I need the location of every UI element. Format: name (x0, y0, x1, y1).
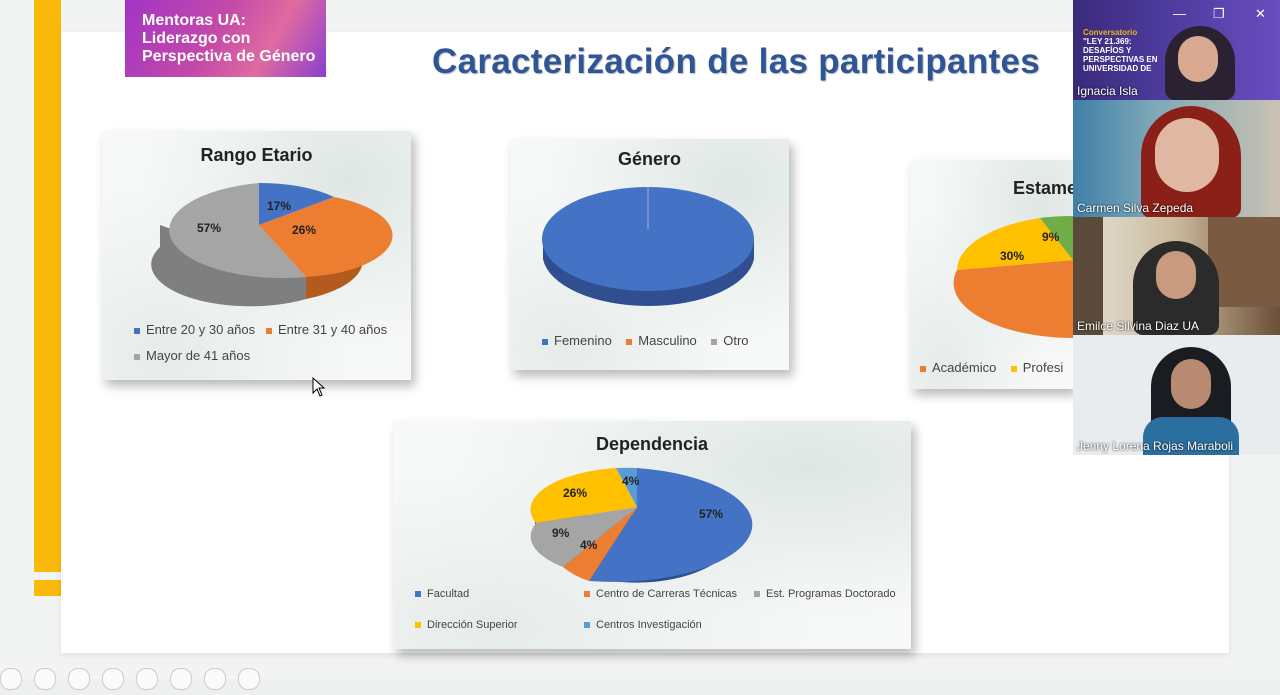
pct-label: 17% (267, 199, 292, 213)
legend-item: Entre 31 y 40 años (277, 322, 388, 337)
chart-title: Dependencia (595, 434, 709, 454)
pie-slice-green (1040, 215, 1073, 260)
pct-label: 57% (699, 507, 724, 521)
toolbar-button[interactable] (204, 668, 226, 690)
pie-chart-genero (542, 187, 754, 306)
toolbar-button[interactable] (102, 668, 124, 690)
pct-label: 9% (552, 526, 570, 540)
legend-item: Dirección Superior (427, 619, 518, 631)
legend-item: Académico (932, 360, 997, 375)
video-participants-panel: Conversatorio "LEY 21.369: DESAFÍOS Y PE… (1073, 0, 1280, 455)
chart-card-rango-etario: Rango Etario 17% 26% 57% Entre 20 y 30 a… (102, 131, 411, 380)
video-tile[interactable]: Emilce Silvina Diaz UA (1073, 217, 1280, 335)
legend-item: Centros Investigación (596, 619, 702, 631)
pct-label: 26% (292, 223, 317, 237)
person-face (1178, 36, 1218, 82)
chart-title: Rango Etario (200, 145, 313, 165)
chart-legend: Centro de Carreras Técnicas (584, 588, 737, 600)
restore-icon[interactable]: ❐ (1213, 6, 1225, 21)
chart-legend: Femenino Masculino Otro (542, 333, 749, 348)
banner-line: UNIVERSIDAD DE (1083, 64, 1152, 73)
participant-name: Carmen Silva Zepeda (1077, 201, 1194, 215)
slide-accent-bar (34, 0, 61, 572)
chart-card-estamento: Estame 9% 30% Académico Profesi (910, 160, 1073, 389)
legend-item: Masculino (638, 333, 697, 348)
banner-line: "LEY 21.369: (1083, 37, 1132, 46)
conversatorio-banner: Conversatorio "LEY 21.369: DESAFÍOS Y PE… (1083, 28, 1158, 73)
chart-card-genero: Género Femenino Masculino Otro (510, 139, 789, 370)
bookshelf (1208, 217, 1280, 307)
pct-label: 4% (580, 538, 598, 552)
pct-label: 4% (622, 474, 640, 488)
chart-card-dependencia: Dependencia 57% 4% 9% 26% 4% Facultad Ce… (393, 421, 911, 649)
pie-chart-estamento (953, 215, 1073, 338)
toolbar-button[interactable] (136, 668, 158, 690)
pct-label: 57% (197, 221, 222, 235)
mouse-cursor-icon (312, 377, 326, 397)
legend-item: Est. Programas Doctorado (766, 588, 896, 600)
slide-title: Caracterización de las participantes (432, 42, 1040, 81)
video-tile[interactable]: Carmen Silva Zepeda (1073, 100, 1280, 217)
legend-item: Facultad (427, 588, 470, 600)
person-face (1171, 359, 1211, 409)
pie-slice-yellow (957, 218, 1073, 270)
chart-legend: Académico Profesi (920, 360, 1063, 375)
banner-line: PERSPECTIVAS EN (1083, 55, 1158, 64)
pie-slice-yellow (530, 468, 637, 523)
legend-item: Mayor de 41 años (146, 348, 251, 363)
legend-item: Entre 20 y 30 años (146, 322, 256, 337)
chart-title: Estame (1013, 178, 1073, 198)
logo-line-1: Mentoras UA: (142, 12, 247, 29)
toolbar-button[interactable] (238, 668, 260, 690)
legend-item: Otro (723, 333, 749, 348)
person-shirt (1143, 417, 1239, 455)
pie-slice-lightblue (616, 467, 637, 507)
pie-slice-orange (259, 197, 393, 277)
pie-slice-blue (542, 187, 754, 291)
video-tile[interactable]: Conversatorio "LEY 21.369: DESAFÍOS Y PE… (1073, 0, 1280, 100)
mentoras-logo: Mentoras UA: Liderazgo con Perspectiva d… (125, 0, 326, 77)
banner-line: DESAFÍOS Y (1083, 46, 1132, 55)
chart-legend: Entre 20 y 30 años Entre 31 y 40 años (134, 322, 387, 337)
chart-legend: Dirección Superior (415, 619, 517, 631)
pie-slice-blue (589, 468, 753, 582)
participant-name: Emilce Silvina Diaz UA (1077, 319, 1200, 333)
toolbar-button[interactable] (0, 668, 22, 690)
video-tile[interactable]: Jenny Lorena Rojas Maraboli (1073, 335, 1280, 455)
pct-label: 9% (1042, 230, 1060, 244)
slide-accent-block (34, 580, 61, 596)
pie-slice-blue (259, 182, 334, 225)
minimize-icon[interactable]: — (1173, 6, 1186, 21)
legend-item: Femenino (554, 333, 612, 348)
pie-slice-orange (563, 507, 637, 581)
pie-chart-dependencia (530, 467, 753, 583)
toolbar-button[interactable] (68, 668, 90, 690)
toolbar-button[interactable] (170, 668, 192, 690)
chart-legend: Est. Programas Doctorado (754, 588, 896, 600)
pie-slice-gray (169, 183, 306, 279)
pct-label: 30% (1000, 249, 1025, 263)
participant-name: Jenny Lorena Rojas Maraboli (1077, 439, 1234, 453)
person-face (1156, 251, 1196, 299)
person-face (1155, 118, 1219, 192)
close-icon[interactable]: ✕ (1255, 6, 1266, 21)
pct-label: 26% (563, 486, 588, 500)
legend-item: Centro de Carreras Técnicas (596, 588, 738, 600)
legend-item: Profesi (1022, 360, 1064, 375)
participant-name: Ignacia Isla (1077, 84, 1138, 98)
pie-chart-rango (151, 182, 393, 307)
pie-slice-orange (953, 260, 1073, 338)
banner-line: Conversatorio (1083, 28, 1138, 37)
pie-slice-gray (530, 507, 637, 567)
logo-line-3: Perspectiva de Género (142, 48, 316, 65)
chart-legend-row2: Mayor de 41 años (134, 348, 250, 363)
bookshelf (1073, 217, 1103, 335)
presentation-toolbar[interactable] (0, 668, 300, 690)
chart-title: Género (617, 149, 682, 169)
chart-legend: Centros Investigación (584, 619, 702, 631)
toolbar-button[interactable] (34, 668, 56, 690)
logo-line-2: Liderazgo con (142, 30, 251, 47)
chart-legend: Facultad (415, 588, 469, 600)
